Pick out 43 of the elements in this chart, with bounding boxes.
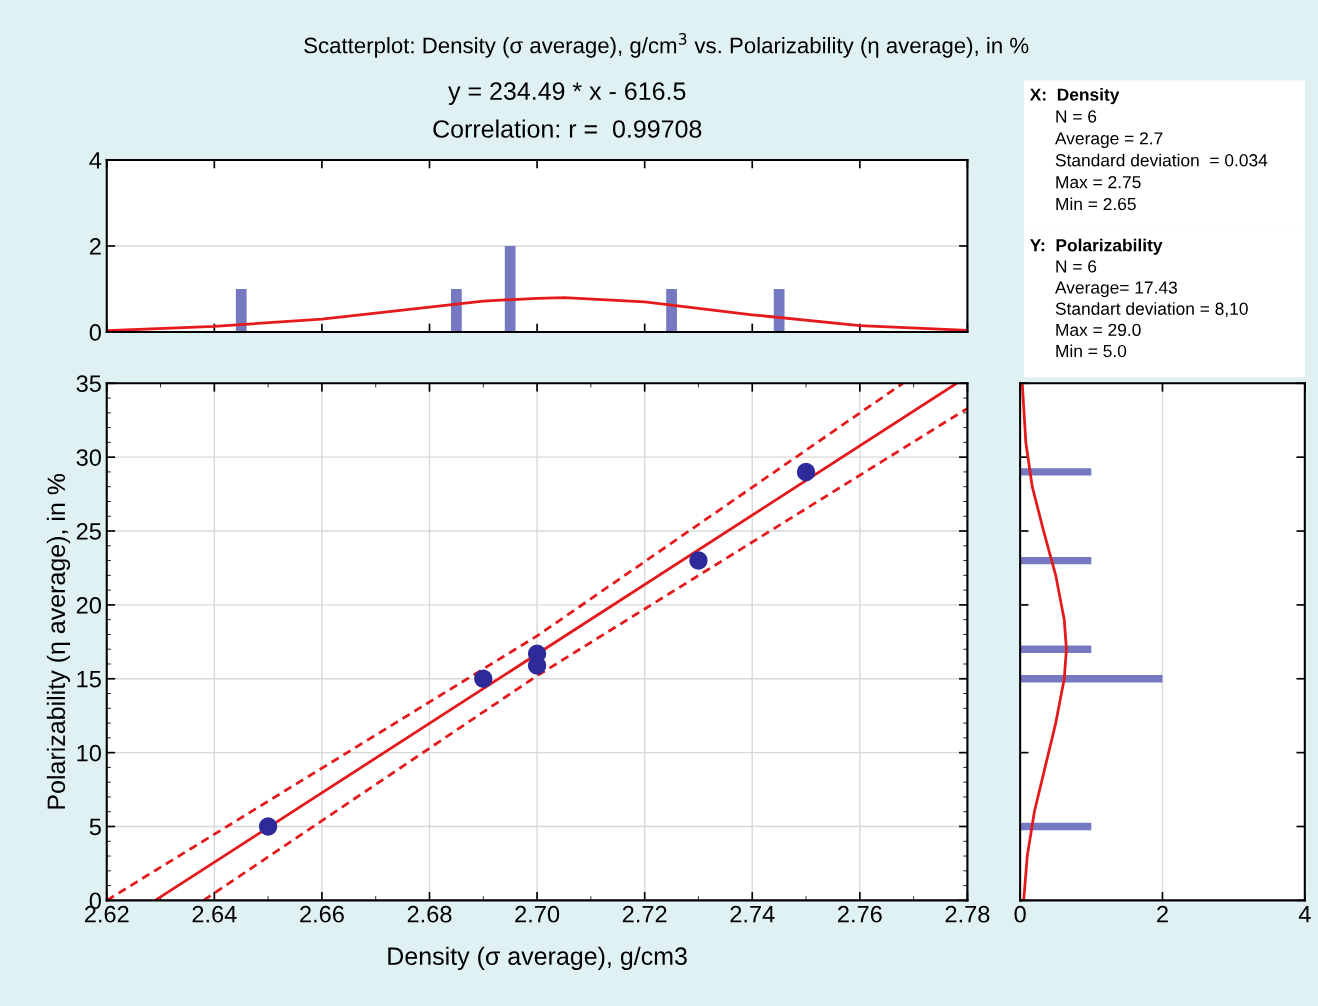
- y-tick-label: 5: [89, 818, 101, 836]
- text: Standard deviation = 0.034: [1055, 153, 1268, 167]
- x-tick-label: 2.64: [192, 905, 237, 923]
- text: Correlation: r = 0.99708: [433, 119, 702, 138]
- x-tick-label: 0: [1014, 905, 1026, 923]
- text: Y: Polarizability: [1030, 238, 1163, 255]
- x-tick-label: 2.78: [945, 905, 990, 923]
- y-tick-label: 4: [89, 152, 102, 169]
- y-tick-label: 2: [89, 238, 101, 255]
- text: Standart deviation = 8,10: [1055, 302, 1248, 317]
- x-tick-label: 2.72: [622, 905, 667, 923]
- text: N = 6: [1056, 260, 1097, 273]
- text: Max = 2.75: [1056, 176, 1141, 189]
- text: Min = 2.65: [1056, 197, 1136, 211]
- text: N = 6: [1056, 110, 1097, 123]
- y-axis-title: Polarizability (η average), in %: [46, 473, 71, 809]
- point: [474, 669, 493, 688]
- x-tick-label: 2.68: [407, 905, 452, 923]
- y-tick-label: 35: [76, 375, 101, 393]
- y-tick-label: 30: [76, 449, 101, 466]
- point: [258, 817, 278, 836]
- text: Average = 2.7: [1055, 132, 1163, 148]
- point: [527, 656, 547, 675]
- text: Max = 29.0: [1056, 323, 1141, 337]
- x-tick-label: 2: [1157, 905, 1168, 923]
- text: Average= 17.43: [1055, 281, 1177, 298]
- point: [689, 551, 708, 570]
- x-tick-label: 4: [1298, 906, 1311, 923]
- chart-subtitle: y = 234.49 * x - 616.5: [448, 82, 686, 105]
- y-tick-label: 20: [76, 596, 101, 614]
- y-tick-label: 0: [89, 324, 101, 341]
- x-tick-label: 2.66: [300, 905, 344, 923]
- y-tick-label: 25: [76, 523, 101, 540]
- text: X: Density: [1029, 88, 1120, 105]
- point: [796, 462, 816, 482]
- x-tick-label: 2.76: [838, 905, 882, 923]
- text: Min = 5.0: [1056, 344, 1127, 358]
- x-tick-label: 2.74: [730, 905, 775, 923]
- x-axis-title: Density (σ average), g/cm3: [388, 946, 687, 970]
- y-tick-label: 10: [77, 744, 101, 762]
- y-tick-label: 15: [77, 671, 101, 688]
- chart-title: Scatterplot: Density (σ average), g/cm$^{3}$ vs. Polarizability (η average), in %: [304, 33, 1029, 58]
- x-tick-label: 2.70: [515, 905, 560, 923]
